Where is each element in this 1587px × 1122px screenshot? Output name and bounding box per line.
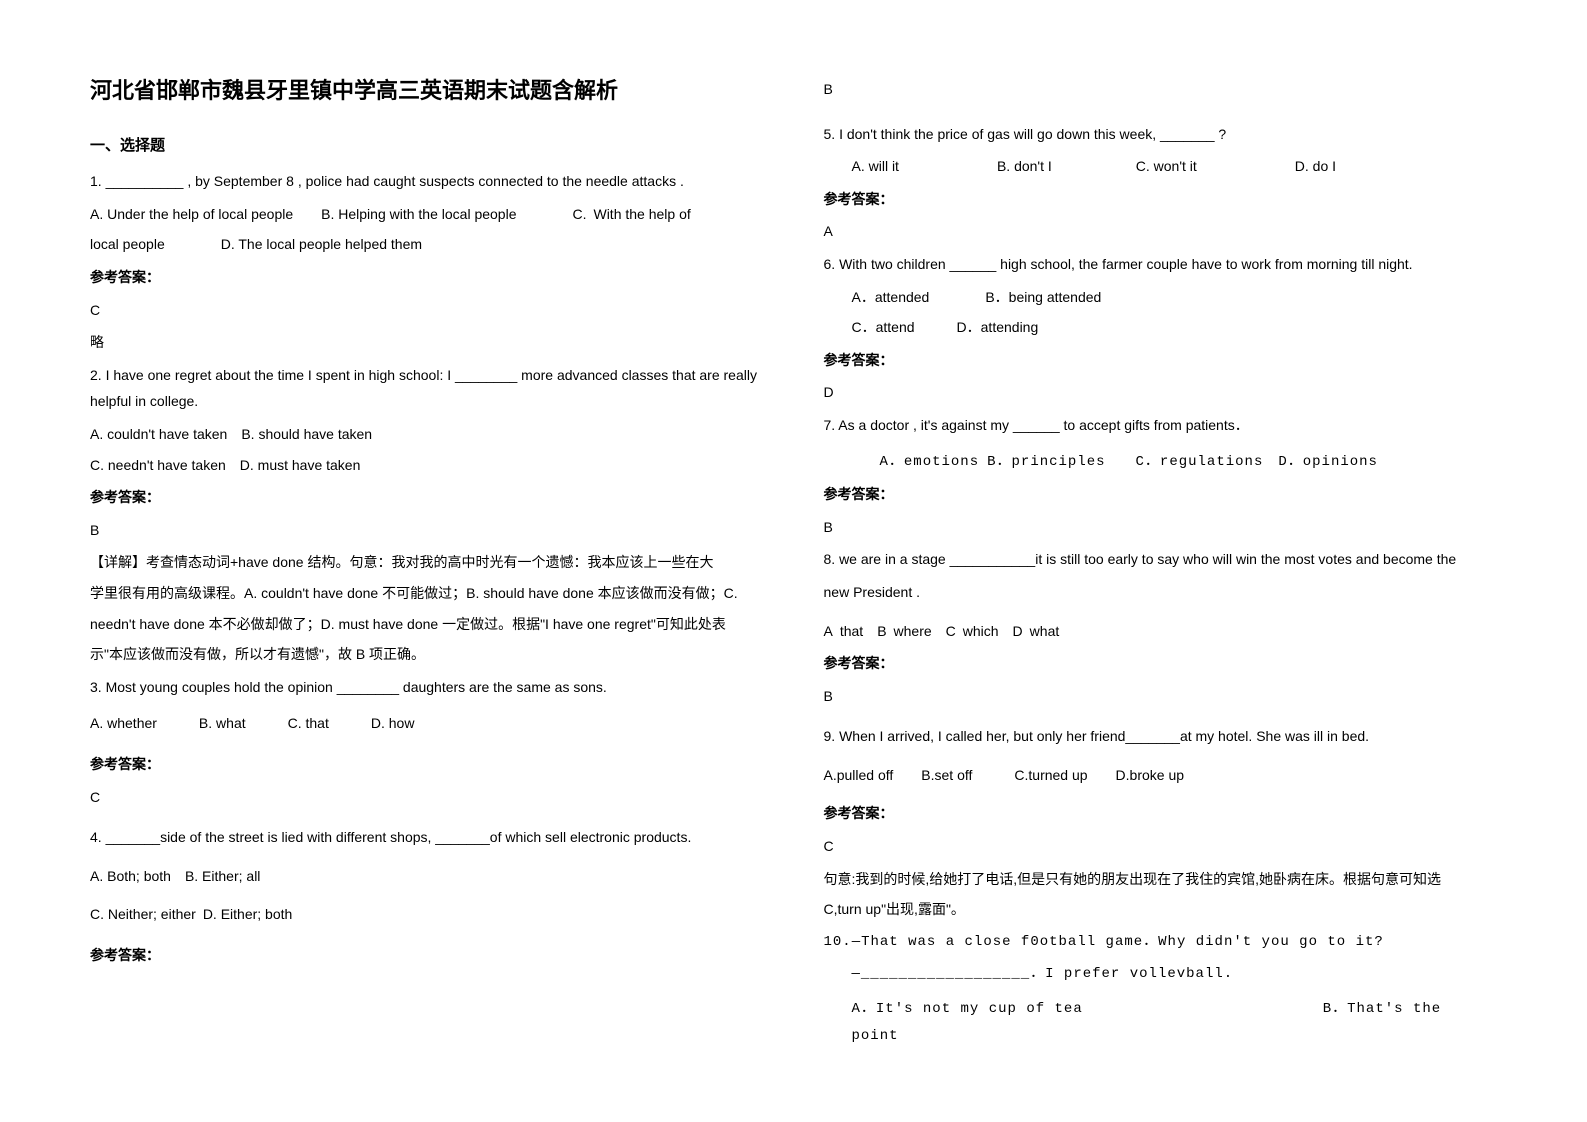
q1-options-line2: local people D. The local people helped … <box>90 231 764 258</box>
q1-text: 1. __________ , by September 8 , police … <box>90 168 764 195</box>
q6-options-line1: A．attended B．being attended <box>824 284 1498 311</box>
answer-label: 参考答案： <box>90 751 764 778</box>
q2-exp1: 【详解】考查情态动词+have done 结构。句意：我对我的高中时光有一个遗憾… <box>90 549 764 576</box>
q3-text: 3. Most young couples hold the opinion _… <box>90 674 764 701</box>
q10-text2: —__________________．I prefer vollevball. <box>824 961 1498 988</box>
q1-explanation: 略 <box>90 329 764 356</box>
q5-options: A. will it B. don't I C. won't it D. do … <box>824 153 1498 180</box>
section-heading: 一、选择题 <box>90 132 764 161</box>
q5-text: 5. I don't think the price of gas will g… <box>824 121 1498 148</box>
q1-answer: C <box>90 297 764 324</box>
q6-text: 6. With two children ______ high school,… <box>824 251 1498 278</box>
right-column: B 5. I don't think the price of gas will… <box>824 70 1498 1053</box>
q9-options: A.pulled off B.set off C.turned up D.bro… <box>824 762 1498 789</box>
q10-text1: 10.—That was a close f0otball game．Why d… <box>824 929 1498 956</box>
q10-options: A．It's not my cup of tea B．That's the po… <box>824 996 1498 1049</box>
q4-options-line2: C. Neither; either D. Either; both <box>90 901 764 928</box>
answer-label: 参考答案： <box>90 942 764 969</box>
q2-options-line2: C. needn't have taken D. must have taken <box>90 452 764 479</box>
q8-answer: B <box>824 683 1498 710</box>
answer-label: 参考答案： <box>90 484 764 511</box>
q2-text: 2. I have one regret about the time I sp… <box>90 362 764 415</box>
document-title: 河北省邯郸市魏县牙里镇中学高三英语期末试题含解析 <box>90 70 764 112</box>
q2-exp2: 学里很有用的高级课程。A. couldn't have done 不可能做过；B… <box>90 580 764 607</box>
answer-label: 参考答案： <box>90 264 764 291</box>
q2-answer: B <box>90 517 764 544</box>
q9-exp2: C,turn up"出现,露面"。 <box>824 896 1498 923</box>
q3-options: A. whether B. what C. that D. how <box>90 710 764 737</box>
answer-label: 参考答案： <box>824 481 1498 508</box>
q8-text2: new President . <box>824 579 1498 606</box>
q3-answer: C <box>90 784 764 811</box>
q4-text: 4. _______side of the street is lied wit… <box>90 824 764 851</box>
answer-label: 参考答案： <box>824 347 1498 374</box>
answer-label: 参考答案： <box>824 186 1498 213</box>
q8-options: A that B where C which D what <box>824 618 1498 645</box>
q8-text1: 8. we are in a stage ___________it is st… <box>824 546 1498 573</box>
q1-options-line1: A. Under the help of local people B. Hel… <box>90 201 764 228</box>
q9-exp1: 句意:我到的时候,给她打了电话,但是只有她的朋友出现在了我住的宾馆,她卧病在床。… <box>824 866 1498 893</box>
q4-answer: B <box>824 76 1498 103</box>
q6-options-line2: C．attend D．attending <box>824 314 1498 341</box>
answer-label: 参考答案： <box>824 650 1498 677</box>
answer-label: 参考答案： <box>824 800 1498 827</box>
q2-exp3: needn't have done 本不必做却做了；D. must have d… <box>90 611 764 638</box>
q9-text: 9. When I arrived, I called her, but onl… <box>824 723 1498 750</box>
q9-answer: C <box>824 833 1498 860</box>
left-column: 河北省邯郸市魏县牙里镇中学高三英语期末试题含解析 一、选择题 1. ______… <box>90 70 764 1053</box>
q5-answer: A <box>824 218 1498 245</box>
q7-options: A．emotions B．principles C．regulations D．… <box>824 449 1498 476</box>
q6-answer: D <box>824 379 1498 406</box>
q2-exp4: 示"本应该做而没有做，所以才有遗憾"，故 B 项正确。 <box>90 641 764 668</box>
q2-options-line1: A. couldn't have taken B. should have ta… <box>90 421 764 448</box>
q4-options-line1: A. Both; both B. Either; all <box>90 863 764 890</box>
q7-text: 7. As a doctor , it's against my ______ … <box>824 412 1498 439</box>
q7-answer: B <box>824 514 1498 541</box>
